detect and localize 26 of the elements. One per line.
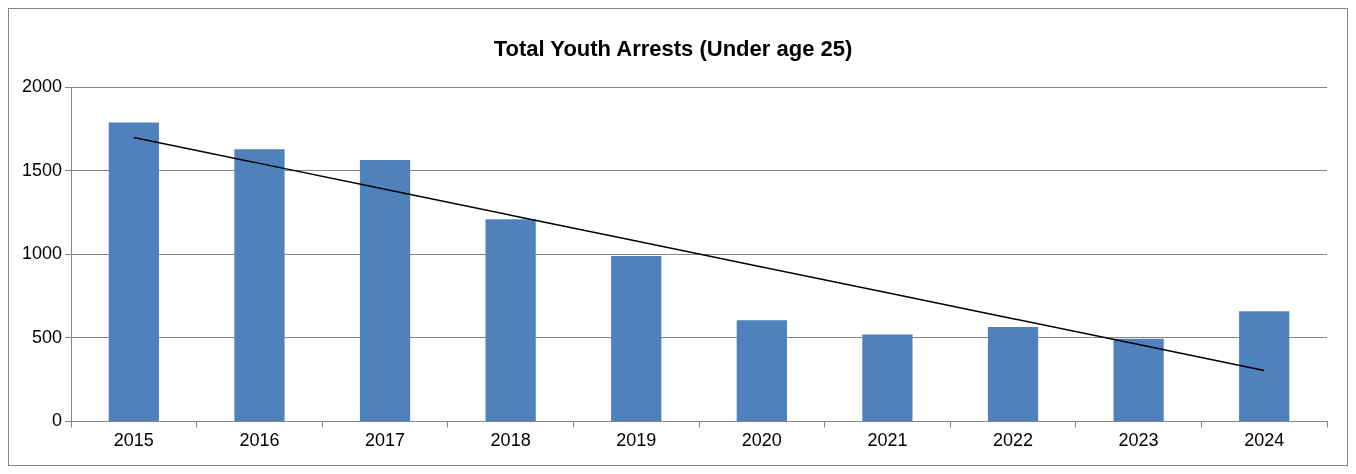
chart-title: Total Youth Arrests (Under age 25)	[493, 36, 853, 62]
y-tick-label: 500	[32, 326, 63, 347]
x-tick-label: 2018	[490, 430, 531, 451]
x-tick-label: 2024	[1244, 430, 1285, 451]
bar	[611, 256, 662, 421]
y-tick-label: 1500	[22, 159, 63, 180]
x-tick-label: 2021	[867, 430, 908, 451]
bar	[108, 122, 159, 421]
y-tick-label: 2000	[22, 76, 63, 97]
x-tick-label: 2017	[365, 430, 406, 451]
x-tick-label: 2022	[992, 430, 1034, 451]
bar	[736, 320, 787, 421]
bar	[1239, 311, 1290, 421]
bar	[485, 219, 536, 421]
y-tick-label: 1000	[22, 243, 63, 264]
x-tick-label: 2015	[113, 430, 154, 451]
bar	[987, 327, 1039, 421]
x-tick-label: 2019	[616, 430, 657, 451]
bar	[234, 149, 285, 421]
x-tick-label: 2023	[1118, 430, 1159, 451]
bar	[1113, 338, 1164, 421]
x-tick-label: 2020	[741, 430, 782, 451]
bar	[862, 334, 913, 421]
bar	[359, 160, 411, 421]
x-tick-label: 2016	[239, 430, 280, 451]
y-tick-label: 0	[52, 410, 63, 431]
